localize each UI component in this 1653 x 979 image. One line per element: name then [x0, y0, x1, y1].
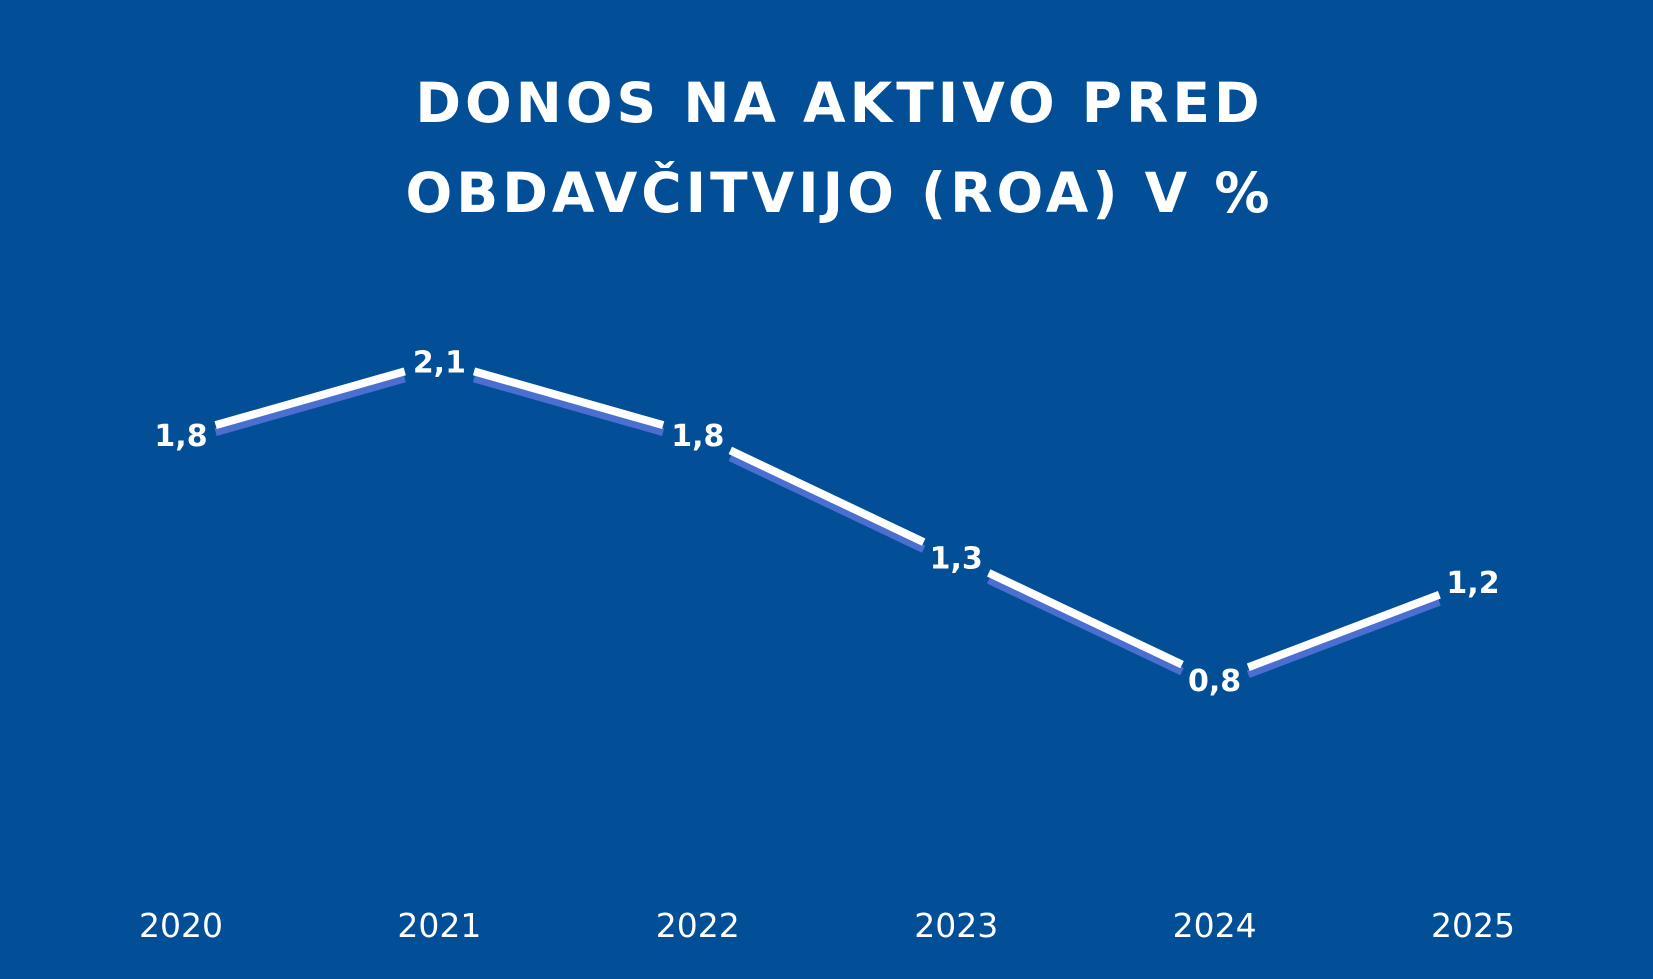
series-line-shadow-3: [987, 576, 1184, 676]
x-tick-label-2020: 2020: [139, 906, 223, 945]
chart-title: DONOS NA AKTIVO PRED OBDAVČITVIJO (ROA) …: [0, 58, 1653, 238]
data-label-2022: 1,8: [671, 419, 724, 454]
x-tick-label-2023: 2023: [914, 906, 998, 945]
series-line-shadow-0: [214, 374, 406, 436]
x-tick-label-2024: 2024: [1173, 906, 1257, 945]
x-axis-tick-labels: 2020 2021 2022 2023 2024 2025: [139, 906, 1515, 945]
drop-lines: [179, 393, 1475, 868]
data-label-2024: 0,8: [1188, 664, 1241, 699]
chart-title-line-1: DONOS NA AKTIVO PRED: [415, 71, 1264, 135]
data-label-2023: 1,3: [930, 542, 983, 577]
series-line-shadow-1: [472, 374, 665, 436]
data-label-2025: 1,2: [1446, 566, 1499, 601]
series-line-shadow-4: [1246, 598, 1441, 678]
chart-title-line-2: OBDAVČITVIJO (ROA) V %: [405, 161, 1274, 225]
x-tick-label-2021: 2021: [397, 906, 481, 945]
series-line-segment-0: [214, 367, 406, 429]
series-line-segment-1: [472, 367, 665, 429]
x-tick-label-2022: 2022: [656, 906, 740, 945]
series-line-shadow-2: [728, 453, 926, 553]
value-labels: 1,8 2,1 1,8 1,3 0,8 1,2: [154, 346, 1499, 700]
series-line-group: [214, 367, 1441, 678]
x-tick-label-2025: 2025: [1431, 906, 1515, 945]
series-line-segment-2: [728, 446, 926, 546]
series-line-segment-4: [1246, 591, 1441, 671]
data-label-2021: 2,1: [413, 346, 466, 381]
series-line-segment-3: [987, 569, 1184, 669]
data-label-2020: 1,8: [154, 419, 207, 454]
